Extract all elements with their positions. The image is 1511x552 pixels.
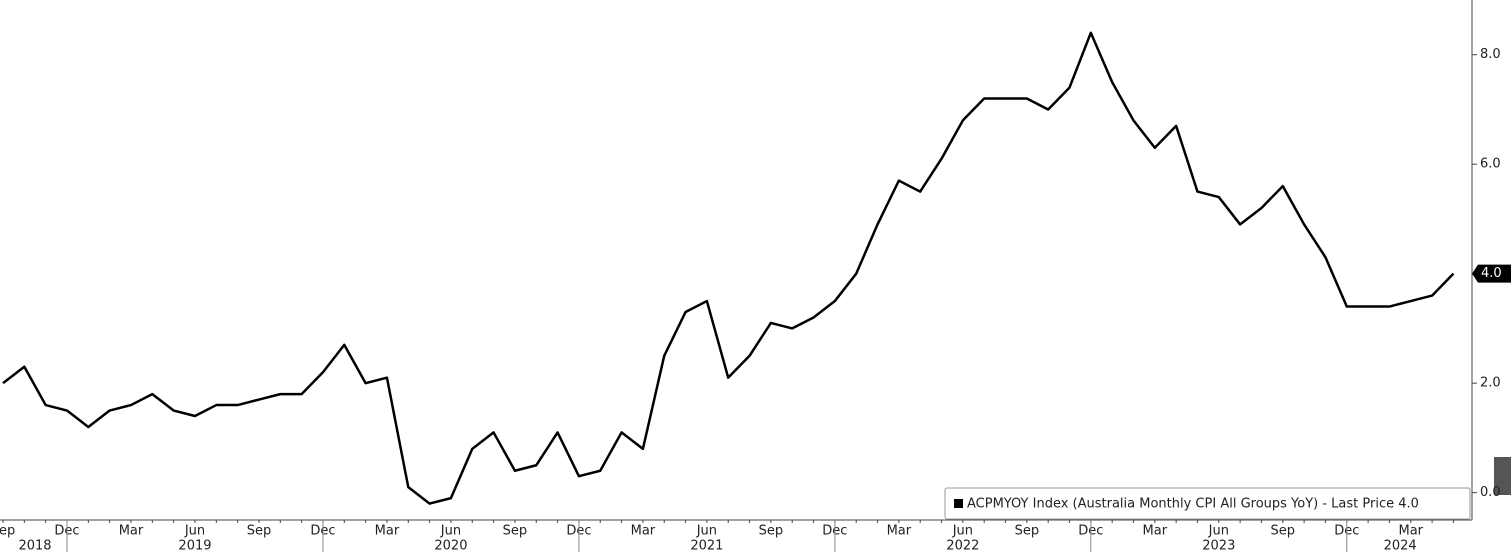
side-button[interactable] <box>1494 457 1511 495</box>
x-tick-label: Jun <box>1208 524 1229 539</box>
year-label: 2019 <box>178 539 211 552</box>
x-tick-label: Sep <box>247 524 272 539</box>
year-label: 2020 <box>434 539 467 552</box>
year-label: 2021 <box>690 539 723 552</box>
last-price-tag <box>1472 264 1511 283</box>
x-tick-label: Sep <box>0 524 15 539</box>
y-tick-label: 8.0 <box>1480 47 1501 62</box>
y-tick-label: 0.0 <box>1480 485 1501 500</box>
legend-label: ACPMYOY Index (Australia Monthly CPI All… <box>967 497 1419 512</box>
year-label: 2024 <box>1384 539 1417 552</box>
x-tick-label: Mar <box>1399 524 1424 539</box>
x-tick-label: Mar <box>375 524 400 539</box>
y-tick-label: 2.0 <box>1480 376 1501 391</box>
legend-box <box>944 487 1471 520</box>
x-tick-label: Sep <box>1271 524 1296 539</box>
year-label: 2023 <box>1202 539 1235 552</box>
x-tick-label: Mar <box>887 524 912 539</box>
legend-swatch <box>954 499 963 508</box>
year-label: 2018 <box>18 539 51 552</box>
x-tick-label: Mar <box>119 524 144 539</box>
x-tick-label: Mar <box>631 524 656 539</box>
y-tick-label: 6.0 <box>1480 157 1501 172</box>
x-tick-label: Jun <box>440 524 461 539</box>
year-label: 2022 <box>946 539 979 552</box>
x-tick-label: Sep <box>759 524 784 539</box>
last-price-label: 4.0 <box>1481 266 1502 281</box>
x-tick-label: Jun <box>184 524 205 539</box>
x-tick-label: Sep <box>1015 524 1040 539</box>
x-tick-label: Jun <box>696 524 717 539</box>
x-tick-label: Mar <box>1143 524 1168 539</box>
x-tick-label: Jun <box>952 524 973 539</box>
line <box>2 31 1455 505</box>
x-tick-label: Sep <box>503 524 528 539</box>
